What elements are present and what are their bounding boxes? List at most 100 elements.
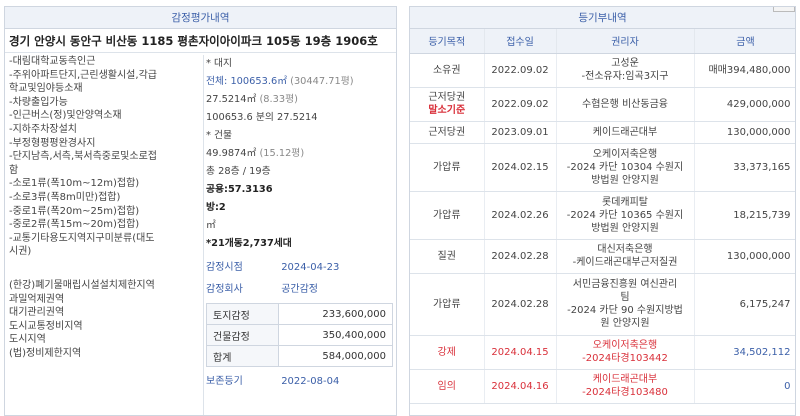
registry-purpose: 임의 xyxy=(410,369,485,404)
zoning-line: 도시교통정비지역 xyxy=(9,320,83,332)
zoning-line: 도시지역 xyxy=(9,334,46,346)
registry-purpose: 가압류 xyxy=(410,191,485,240)
registry-row: 가압류 2024.02.26 롯데캐피탈 -2024 카단 10365 수원지 방법원 … xyxy=(410,191,795,240)
holder-line: 고성운 xyxy=(611,58,639,69)
valuation-table: 토지감정 233,600,000 건물감정 350,400,000 합계 584… xyxy=(206,303,393,367)
registry-date: 2024.02.15 xyxy=(484,143,557,192)
zoning-line: (한강)폐기물매립시설설치제한지역 xyxy=(9,279,155,291)
holder-line: -2024 카단 10365 수원지 xyxy=(566,209,684,221)
property-details: * 대지 전체: 100653.6㎡ (30447.71평) 27.5214㎡ … xyxy=(206,55,396,393)
registry-purpose: 가압류 xyxy=(410,273,485,336)
purpose-text: 강제 xyxy=(437,346,456,358)
feature-line: -인근버스(정)및안양역소재 xyxy=(9,110,122,122)
land-share-pyeong: (8.33평) xyxy=(259,94,298,105)
holder-line: 대신저축은행 xyxy=(597,244,653,255)
registry-holder: 오케이저축은행 -2024 카단 10304 수원지 방법원 안양지원 xyxy=(556,143,695,192)
appraisal-date: 2024-04-23 xyxy=(281,262,340,273)
registry-holder: 수협은행 비산동금융 xyxy=(556,87,695,122)
building-rooms: 방:2 xyxy=(206,202,226,213)
registry-row: 근저당권 말소기준 2022.09.02 수협은행 비산동금융 429,000,000 xyxy=(410,87,795,122)
land-total-label: 전체: xyxy=(206,76,231,87)
registry-amount: 130,000,000 xyxy=(694,239,795,274)
property-features: -대림대학교동측인근 -주위아파트단지,근린생활시설,각급 학교및임야등소재 -… xyxy=(5,55,203,360)
holder-line: 서민금융진흥원 여신관리 xyxy=(572,279,678,290)
holder-line: 방법원 안양지원 xyxy=(591,174,659,186)
registry-holder: 고성운 -전소유자:임곡3지구 xyxy=(556,53,695,88)
land-header: * 대지 xyxy=(206,58,233,69)
registry-amount: 33,373,165 xyxy=(694,143,795,192)
purpose-text: 가압류 xyxy=(432,161,461,173)
registry-holder: 케이드래곤대부 -2024타경103480 xyxy=(556,369,695,404)
land-share-value: 27.5214㎡ xyxy=(206,94,257,105)
registry-date: 2024.02.28 xyxy=(484,239,557,274)
col-amount: 금액 xyxy=(694,29,795,54)
registry-row: 임의 2024.04.16 케이드래곤대부 -2024타경103480 0 xyxy=(410,369,795,404)
registry-date: 2024.04.16 xyxy=(484,369,557,404)
registry-table: 등기목적 접수일 권리자 금액 소유권 2022.09.02 고성운 -전소유자:임곡… xyxy=(410,29,795,404)
registry-date: 2024.04.15 xyxy=(484,335,557,370)
registry-holder: 케이드래곤대부 xyxy=(556,121,695,144)
registry-row: 강제 2024.04.15 오케이저축은행 -2024타경103442 34,502,1… xyxy=(410,335,795,370)
building-households: *21개동2,737세대 xyxy=(206,238,292,249)
land-total-value: 100653.6㎡ xyxy=(230,76,287,87)
valuation-row: 합계 584,000,000 xyxy=(206,345,393,367)
registry-row: 가압류 2024.02.15 오케이저축은행 -2024 카단 10304 수원지 방법… xyxy=(410,143,795,192)
valuation-value: 584,000,000 xyxy=(278,345,393,367)
building-area: 49.9874㎡ xyxy=(206,148,257,159)
feature-line: 학교및임야등소재 xyxy=(9,83,83,95)
holder-line: 오케이저축은행 xyxy=(592,340,658,351)
feature-line: -소로3류(폭8m미만)접합) xyxy=(9,191,121,203)
holder-line: 수협은행 비산동금융 xyxy=(582,98,668,110)
holder-line: 오케이저축은행 xyxy=(592,148,658,160)
holder-line: 원 안양지원 xyxy=(600,318,650,329)
feature-line: -중로1류(폭20m~25m)접합) xyxy=(9,205,140,217)
holder-line: -케이드래곤대부근저질권 xyxy=(572,257,678,268)
feature-line: -지하주차장설치 xyxy=(9,123,78,135)
registry-row: 질권 2024.02.28 대신저축은행 -케이드래곤대부근저질권 130,000,00… xyxy=(410,239,795,274)
registry-holder: 오케이저축은행 -2024타경103442 xyxy=(556,335,695,370)
col-purpose: 등기목적 xyxy=(410,29,485,54)
feature-line: -차량출입가능 xyxy=(9,96,68,108)
cancellation-marker: 말소기준 xyxy=(428,105,466,116)
feature-line: -주위아파트단지,근린생활시설,각급 xyxy=(9,69,157,81)
building-floors: 총 28층 / 19층 xyxy=(206,166,271,177)
col-date: 접수일 xyxy=(484,29,557,54)
purpose-text: 근저당권 xyxy=(428,126,466,138)
holder-line: 케이드래곤대부 xyxy=(592,126,658,138)
building-area-pyeong: (15.12평) xyxy=(259,148,305,159)
feature-line: -대림대학교동측인근 xyxy=(9,56,96,67)
registry-date: 2022.09.02 xyxy=(484,53,557,88)
registry-date: 2023.09.01 xyxy=(484,121,557,144)
registry-purpose: 질권 xyxy=(410,239,485,274)
holder-line: 팀 xyxy=(620,292,630,303)
registry-row: 소유권 2022.09.02 고성운 -전소유자:임곡3지구 매매394,480,000 xyxy=(410,53,795,88)
valuation-label: 합계 xyxy=(206,345,279,367)
holder-line: -2024타경103442 xyxy=(582,353,668,364)
building-unit: ㎡ xyxy=(206,220,216,231)
registry-purpose: 소유권 xyxy=(410,53,485,88)
purpose-text: 가압류 xyxy=(432,298,461,310)
col-holder: 권리자 xyxy=(556,29,695,54)
registry-panel: 등기부내역 등기목적 접수일 권리자 금액 소유권 2022.09.02 고성운 -전… xyxy=(409,6,796,416)
property-address: 경기 안양시 동안구 비산동 1185 평촌자이아이파크 105동 19층 19… xyxy=(5,29,396,53)
feature-line: -교통기타용도지역지구미분류(대도 xyxy=(9,232,155,244)
registry-amount: 매매394,480,000 xyxy=(694,53,795,88)
purpose-text: 질권 xyxy=(437,250,456,262)
zoning-line: 과밀억제권역 xyxy=(9,293,65,305)
feature-line: 시권) xyxy=(9,246,32,258)
purpose-text: 근저당권 xyxy=(428,92,466,103)
registry-amount: 130,000,000 xyxy=(694,121,795,144)
zoning-line: 대기관리권역 xyxy=(9,307,65,319)
holder-line: -2024타경103480 xyxy=(582,387,668,398)
feature-line: -단지남측,서측,북서측중로및소로접 xyxy=(9,151,157,163)
valuation-label: 건물감정 xyxy=(206,324,279,346)
appraiser-name[interactable]: 공간감정 xyxy=(281,284,318,295)
registry-row: 가압류 2024.02.28 서민금융진흥원 여신관리 팀 -2024 카단 90 수원… xyxy=(410,273,795,336)
registry-row: 근저당권 2023.09.01 케이드래곤대부 130,000,000 xyxy=(410,121,795,144)
purpose-text: 가압류 xyxy=(432,209,461,221)
registry-amount: 34,502,112 xyxy=(694,335,795,370)
feature-line: 함 xyxy=(9,164,19,176)
appraisal-date-label: 감정시점 xyxy=(206,262,243,273)
registry-holder: 대신저축은행 -케이드래곤대부근저질권 xyxy=(556,239,695,274)
building-usage: 공용:57.3136 xyxy=(206,184,273,195)
